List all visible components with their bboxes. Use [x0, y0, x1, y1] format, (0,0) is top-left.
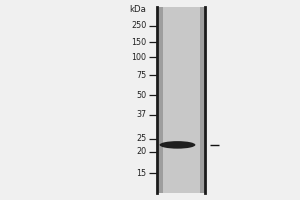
Text: 75: 75 — [136, 71, 146, 80]
Text: 150: 150 — [131, 38, 146, 47]
Text: 100: 100 — [131, 53, 146, 62]
Text: 20: 20 — [136, 147, 146, 156]
Text: 25: 25 — [136, 134, 146, 143]
Ellipse shape — [160, 141, 195, 149]
Text: 50: 50 — [136, 91, 146, 100]
Text: 15: 15 — [136, 169, 146, 178]
Bar — [158, 7, 205, 193]
Bar — [158, 7, 163, 193]
Text: 250: 250 — [131, 21, 146, 30]
Text: kDa: kDa — [130, 5, 146, 14]
Bar — [200, 7, 205, 193]
Text: 37: 37 — [136, 110, 146, 119]
